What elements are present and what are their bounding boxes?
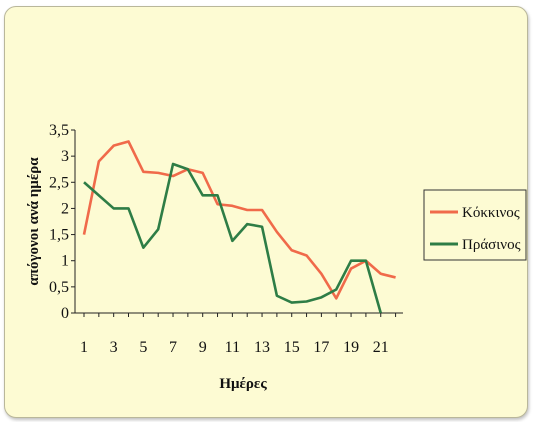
x-tick-label: 19 <box>343 339 359 356</box>
x-tick-label: 15 <box>284 339 300 356</box>
series-line-prasinos <box>83 162 382 314</box>
x-tick-label: 1 <box>80 339 88 356</box>
x-tick-label: 17 <box>313 339 329 356</box>
x-axis-title: Ημέρες <box>219 376 267 392</box>
x-tick-label: 5 <box>139 339 147 356</box>
y-tick-label: 0 <box>61 305 69 322</box>
y-tick-label: 0,5 <box>49 279 69 296</box>
legend-box <box>423 189 527 261</box>
x-tick-label: 9 <box>199 339 207 356</box>
x-tick-label: 3 <box>110 339 118 356</box>
y-tick-label: 1 <box>61 253 69 270</box>
y-tick-label: 2 <box>61 200 69 217</box>
x-tick-label: 21 <box>373 339 389 356</box>
chart-tick-labels: 00,511,522,533,51 3 5 7 9 11 13 15 17 19 21 <box>49 122 389 356</box>
y-axis-title: απόγονοι ανά ημέρα <box>26 157 42 286</box>
y-tick-label: 3,5 <box>49 122 69 139</box>
x-tick-label: 11 <box>225 339 240 356</box>
y-tick-label: 2,5 <box>49 174 69 191</box>
chart-series <box>82 140 396 314</box>
x-tick-label: 13 <box>254 339 270 356</box>
series-line-kokkinos <box>82 140 396 300</box>
legend: Κόκκινος Πράσινος <box>423 189 527 261</box>
chart-axes <box>71 129 403 317</box>
y-tick-label: 3 <box>61 148 69 165</box>
x-tick-label: 7 <box>169 339 177 356</box>
y-tick-label: 1,5 <box>49 227 69 244</box>
legend-label-prasinos: Πράσινος <box>462 237 521 253</box>
legend-label-kokkinos: Κόκκινος <box>462 205 520 221</box>
